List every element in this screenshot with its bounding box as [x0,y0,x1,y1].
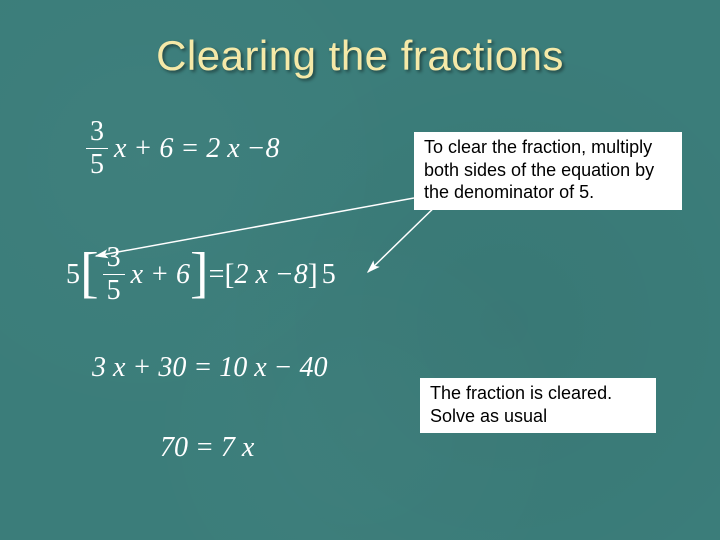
eq4-text: 70 = 7 x [160,432,254,464]
equation-2: 5 [ 3 5 x + 6 ] = [ 2 x −8 ] 5 [66,244,336,305]
left-sq-bracket: [ [224,258,234,292]
equation-3: 3 x + 30 = 10 x − 40 [92,352,328,384]
leading-5: 5 [66,259,80,291]
eq1-rest: x + 6 = 2 x −8 [114,133,280,165]
fraction-3-5: 3 5 [86,118,108,179]
trailing-5: 5 [322,259,336,291]
right-sq-bracket: ] [308,258,318,292]
eq3-text: 3 x + 30 = 10 x − 40 [92,352,328,384]
fraction-3-5: 3 5 [103,244,125,305]
eq2-rhs: 2 x −8 [234,259,307,291]
eq2-equals: = [209,259,225,291]
equation-4: 70 = 7 x [160,432,254,464]
slide-title: Clearing the fractions [0,32,720,80]
equation-1: 3 5 x + 6 = 2 x −8 [82,118,280,179]
frac-den: 5 [103,275,125,305]
frac-den: 5 [86,149,108,179]
frac-num: 3 [86,118,108,149]
note-multiply-by-denominator: To clear the fraction, multiply both sid… [414,132,682,210]
frac-num: 3 [103,244,125,275]
note-fraction-cleared: The fraction is cleared. Solve as usual [420,378,656,433]
eq2-left-inner: x + 6 [131,259,190,291]
